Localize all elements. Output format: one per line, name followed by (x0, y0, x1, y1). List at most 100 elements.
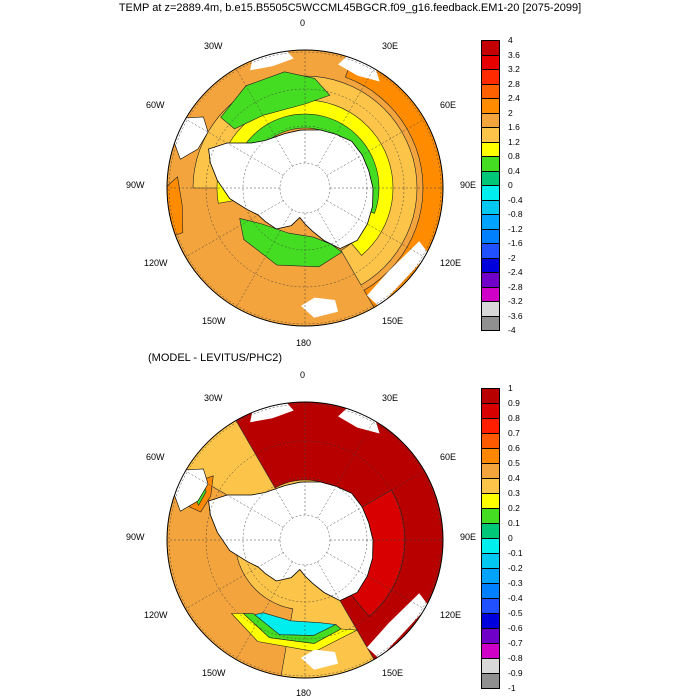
colorbar-temperature-swatch (481, 228, 500, 244)
colorbar-temperature-tick-label: -0.4 (508, 194, 523, 205)
colorbar-temperature: 4 3.6 3.2 2.8 2.4 2 1.6 1.2 0.8 0.4 0 -0.4 -0.8 -1.2 -… (481, 35, 541, 335)
colorbar-bias-tick-label: 0.1 (508, 518, 520, 528)
colorbar-bias-tick-label: -1 (508, 683, 516, 693)
colorbar-temperature-tick-label: -3.6 (508, 310, 523, 321)
longitude-line (185, 118, 284, 176)
colorbar-bias-swatch (481, 553, 500, 569)
colorbar-temperature-tick-label: -2 (508, 252, 516, 263)
colorbar-temperature-swatch (481, 199, 500, 215)
lon-label-120w: 120W (144, 610, 168, 620)
colorbar-temperature-tick-label: -2.4 (508, 267, 523, 277)
colorbar-bias-tick-label: -0.2 (508, 563, 523, 573)
colorbar-bias-swatch (481, 523, 500, 539)
colorbar-bias-swatch (481, 433, 500, 449)
latitude-circle (168, 403, 442, 677)
colorbar-temperature-tick-label: 1.2 (508, 136, 520, 147)
colorbar-temperature-swatch (481, 54, 500, 70)
colorbar-temperature-tick-label: 1.6 (508, 122, 520, 132)
latitude-circle (168, 51, 442, 325)
lon-label-60e: 60E (440, 100, 457, 110)
colorbar-bias-swatch (481, 418, 500, 434)
colorbar-temperature-tick-label: -1.6 (508, 238, 523, 248)
longitude-line (235, 209, 293, 308)
colorbar-bias-tick-label: -0.3 (508, 578, 523, 588)
longitude-line (317, 68, 375, 167)
colorbar-temperature-tick-label: -0.8 (508, 209, 523, 219)
colorbar-bias-swatch (481, 463, 500, 479)
colorbar-bias: 1 0.9 0.8 0.7 0.6 0.5 0.4 0.3 0.2 0.1 0 -0.1 -0.2 -0.… (481, 383, 541, 693)
antarctica-land (208, 481, 374, 602)
africa-land (338, 406, 380, 434)
longitude-line (235, 420, 293, 519)
colorbar-bias-swatch (481, 403, 500, 419)
longitude-line (185, 200, 284, 258)
colorbar-temperature-tick-label: -1.2 (508, 223, 523, 234)
colorbar-temperature-swatch (481, 112, 500, 128)
colorbar-temperature-tick-label: 3.2 (508, 64, 520, 74)
lon-label-90w: 90W (126, 532, 145, 542)
panel-title-bias: (MODEL - LEVITUS/PHC2) (148, 352, 283, 364)
lon-label-90w: 90W (126, 180, 145, 190)
colorbar-temperature-tick-label: -2.8 (508, 281, 523, 292)
colorbar-bias-tick-label: -0.9 (508, 668, 523, 678)
colorbar-temperature-swatch (481, 170, 500, 186)
lon-label-0: 0 (300, 18, 306, 28)
colorbar-temperature-swatch (481, 185, 500, 201)
colorbar-temperature-swatch (481, 315, 500, 331)
colorbar-temperature-tick-label: 0 (508, 180, 513, 190)
colorbar-bias-swatch (481, 568, 500, 584)
region-green-ross (239, 217, 343, 268)
map-boundary (166, 401, 444, 679)
colorbar-bias-tick-label: 0.5 (508, 458, 520, 468)
region-green-weddell (220, 71, 331, 130)
colorbar-temperature-tick-label: 4 (508, 35, 513, 45)
lon-label-60e: 60E (440, 452, 457, 462)
lon-label-90e: 90E (460, 180, 477, 190)
lon-label-120e: 120E (440, 610, 462, 620)
colorbar-temperature-swatch (481, 69, 500, 85)
longitude-line (235, 561, 293, 660)
lon-label-0: 0 (300, 370, 306, 380)
colorbar-temperature-swatch (481, 83, 500, 99)
lon-label-90e: 90E (460, 532, 477, 542)
figure-title: TEMP at z=2889.4m, b.e15.B5505C5WCCML45B… (118, 2, 582, 14)
colorbar-temperature-swatch (481, 286, 500, 302)
colorbar-bias-tick-label: 0.4 (508, 473, 520, 483)
colorbar-bias-tick-label: -0.1 (508, 548, 523, 558)
colorbar-bias-swatch (481, 598, 500, 614)
colorbar-bias-swatch (481, 508, 500, 524)
colorbar-bias-swatch (481, 478, 500, 494)
map-boundary (166, 49, 444, 327)
colorbar-bias-swatch (481, 628, 500, 644)
colorbar-temperature-tick-label: -3.2 (508, 296, 523, 306)
missing-data-patch (250, 50, 294, 71)
colorbar-bias-swatch (481, 658, 500, 674)
colorbar-bias-swatch (481, 643, 500, 659)
region-yellow-ross (230, 613, 359, 652)
longitude-line (185, 470, 284, 528)
lon-label-60w: 60W (146, 452, 165, 462)
lon-label-150e: 150E (382, 668, 404, 678)
colorbar-bias-tick-label: 0.7 (508, 428, 520, 438)
australia-land (367, 593, 429, 659)
lon-label-30w: 30W (204, 393, 223, 403)
lon-label-150w: 150W (202, 316, 226, 326)
lon-label-60w: 60W (146, 100, 165, 110)
colorbar-bias-tick-label: 1 (508, 383, 513, 393)
colorbar-temperature-tick-label: 2.8 (508, 78, 520, 89)
polar-map-temperature (166, 49, 444, 327)
colorbar-temperature-tick-label: 0.8 (508, 151, 520, 161)
map-panel-temperature: 0 30E 60E 90E 120E 150E 180 150W 120W 90… (126, 18, 480, 348)
colorbar-bias-tick-label: -0.5 (508, 608, 523, 618)
colorbar-bias-swatch (481, 673, 500, 689)
lon-label-150w: 150W (202, 668, 226, 678)
longitude-line (185, 552, 284, 610)
missing-data-patch (250, 402, 294, 423)
colorbar-bias-tick-label: -0.6 (508, 623, 523, 633)
map-fill-layer (167, 402, 443, 678)
colorbar-temperature-swatch (481, 243, 500, 259)
colorbar-bias-tick-label: 0.2 (508, 503, 520, 513)
africa-land (338, 54, 380, 82)
colorbar-temperature-swatch (481, 98, 500, 114)
colorbar-temperature-swatch (481, 272, 500, 288)
